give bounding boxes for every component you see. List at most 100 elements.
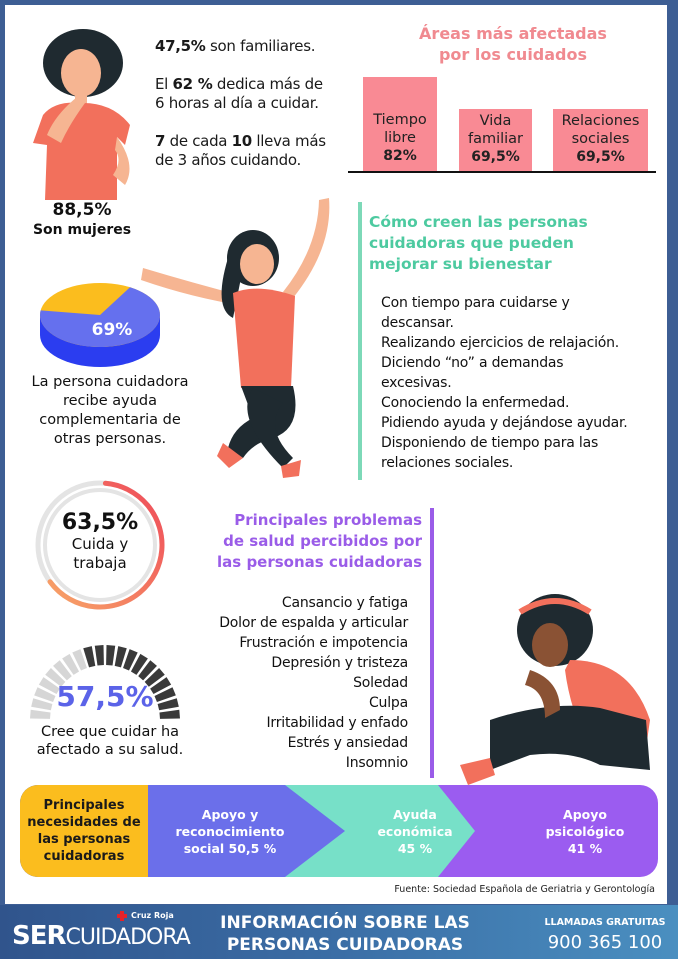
stat-horas: El 62 % dedica más de 6 horas al día a cu…	[155, 75, 323, 113]
stat-anios-text: lleva más	[251, 132, 326, 150]
list-item: Dolor de espalda y articular	[219, 615, 408, 631]
list-item: excesivas.	[381, 375, 452, 391]
list-item: relaciones sociales.	[381, 455, 514, 471]
gauge-segment	[130, 653, 148, 675]
necesidad-economica: Ayuda económica 45 %	[345, 785, 485, 877]
areas-title-line1: Áreas más afectadas	[419, 24, 607, 43]
ayuda-pie-chart: 69%	[40, 283, 160, 367]
stat-anios-line2: de 3 años cuidando.	[155, 151, 301, 169]
gauge-segment	[150, 677, 172, 695]
bar-label: Vida	[479, 113, 512, 129]
necesidades-title: Principales necesidades de las personas cui…	[20, 785, 148, 877]
necesidades-title-line: las personas	[37, 832, 131, 847]
necesidad-line: Apoyo y	[201, 806, 259, 822]
problemas-title: Principales problemas de salud percibido…	[185, 510, 422, 573]
necesidades-title-line: Principales	[43, 798, 125, 813]
problemas-title-line: las personas cuidadoras	[217, 553, 422, 571]
gauge-segment	[159, 709, 180, 719]
footer-title-line1: INFORMACIÓN SOBRE LAS	[220, 913, 470, 933]
areas-title-line2: por los cuidados	[438, 45, 588, 64]
women-stat: 88,5% Son mujeres	[17, 200, 147, 238]
list-item: Soledad	[353, 675, 408, 691]
area-bar-relaciones-sociales: Relaciones sociales 69,5%	[553, 109, 648, 172]
bar-label: Tiempo	[373, 112, 427, 128]
area-bar-vida-familiar: Vida familiar 69,5%	[459, 109, 532, 172]
list-item: Depresión y tristeza	[271, 655, 408, 671]
footer-banner: SERCUIDADORA Cruz Roja INFORMACIÓN SOBRE…	[0, 905, 678, 959]
list-item: Con tiempo para cuidarse y	[381, 295, 570, 311]
phone-label: LLAMADAS GRATUITAS	[544, 917, 666, 928]
stat-horas-pre: El	[155, 75, 173, 93]
gauge-segment	[31, 698, 53, 711]
areas-title: Áreas más afectadas por los cuidados	[348, 23, 678, 65]
footer-title: INFORMACIÓN SOBRE LAS PERSONAS CUIDADORA…	[200, 912, 490, 956]
necesidades-band: Principales necesidades de las personas cui…	[20, 785, 658, 877]
trabaja-value: 63,5%	[61, 510, 139, 535]
ayuda-text-line: La persona cuidadora	[31, 374, 189, 390]
thinking-woman-illustration	[33, 29, 130, 200]
problemas-list: Cansancio y fatiga Dolor de espalda y art…	[175, 593, 408, 773]
trabaja-ring-chart	[35, 480, 165, 610]
phone-number[interactable]: 900 365 100	[547, 932, 663, 953]
necesidad-line: Apoyo	[563, 806, 607, 822]
trabaja-label: 63,5% Cuida y trabaja	[30, 510, 170, 573]
ring-progress-arc	[35, 480, 165, 610]
necesidad-psicologico: Apoyo psicológico 41 %	[520, 785, 650, 877]
gauge-segment	[34, 687, 56, 702]
bienestar-title-line: mejorar su bienestar	[369, 255, 552, 273]
gauge-segment	[138, 660, 157, 681]
pie-value-label: 69%	[92, 320, 133, 340]
bienestar-title-line: Cómo creen las personas	[369, 213, 588, 231]
gauge-segment	[83, 646, 96, 668]
gauge-segment	[94, 645, 104, 666]
segment-title-bg	[20, 785, 148, 877]
logo-cuidadora: CUIDADORA	[65, 925, 191, 950]
list-item: Cansancio y fatiga	[281, 595, 408, 611]
list-item: descansar.	[381, 315, 454, 331]
gauge-segment	[157, 698, 179, 711]
stat-horas-text: dedica más de	[212, 75, 323, 93]
salud-text: Cree que cuidar ha afectado a su salud.	[10, 723, 210, 759]
ayuda-text-line: recibe ayuda	[62, 393, 158, 409]
gauge-segment	[106, 645, 116, 666]
stat-familiares: 47,5% son familiares.	[155, 37, 316, 56]
ayuda-text-line: complementaria de	[39, 412, 181, 428]
list-item: Culpa	[368, 695, 408, 711]
infographic-card: 88,5% Son mujeres 47,5% son familiares. …	[5, 5, 667, 904]
bar-label: familiar	[467, 131, 524, 147]
necesidad-line: Ayuda	[393, 806, 437, 822]
bienestar-title: Cómo creen las personas cuidadoras que p…	[369, 212, 588, 275]
trabaja-label-line2: trabaja	[73, 554, 127, 572]
stat-familiares-text: son familiares.	[205, 37, 316, 55]
ayuda-text-line: otras personas.	[53, 431, 167, 447]
stat-anios-b: 10	[231, 132, 253, 150]
gauge-segment	[154, 687, 176, 702]
list-item: Irritabilidad y enfado	[266, 715, 409, 731]
problemas-divider	[430, 508, 434, 778]
logo-ser: SER	[12, 921, 67, 951]
footer-title-line2: PERSONAS CUIDADORAS	[226, 935, 464, 955]
jumping-woman-illustration	[141, 198, 330, 478]
necesidades-arrows	[20, 785, 658, 877]
ayuda-text: La persona cuidadora recibe ayuda comple…	[10, 373, 210, 449]
gauge-segment	[45, 668, 66, 687]
salud-gauge	[30, 645, 180, 719]
bienestar-title-line: cuidadoras que pueden	[369, 234, 574, 252]
bars-baseline	[348, 171, 656, 173]
gauge-segment	[123, 649, 138, 671]
ring-track-inner	[43, 488, 157, 602]
bar-value: 82%	[383, 148, 417, 164]
bar-value: 69,5%	[576, 149, 625, 165]
sercuidadora-logo: SERCUIDADORA	[12, 921, 191, 951]
bar-label: libre	[384, 130, 416, 146]
necesidades-title-line: cuidadoras	[43, 849, 125, 864]
necesidades-title-line: necesidades de	[27, 815, 141, 830]
bienestar-list: Con tiempo para cuidarse y descansar. Real…	[381, 293, 628, 473]
women-stat-label: Son mujeres	[32, 222, 132, 238]
stat-familiares-value: 47,5%	[155, 37, 206, 55]
salud-value: 57,5%	[56, 680, 154, 713]
list-item: Disponiendo de tiempo para las	[381, 435, 599, 451]
problemas-title-line: Principales problemas	[234, 511, 422, 529]
necesidad-line: reconocimiento	[175, 823, 285, 839]
women-stat-value: 88,5%	[52, 200, 112, 220]
